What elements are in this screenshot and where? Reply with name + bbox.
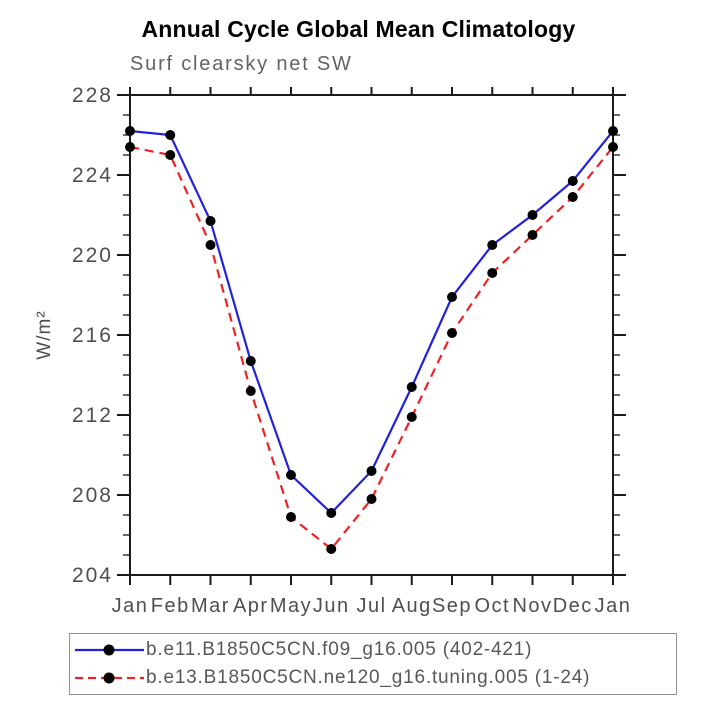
svg-text:Jan: Jan bbox=[595, 595, 632, 617]
chart-subtitle: Surf clearsky net SW bbox=[130, 53, 353, 75]
legend-item: b.e11.B1850C5CN.f09_g16.005 (402-421) bbox=[73, 637, 676, 663]
svg-text:212: 212 bbox=[72, 404, 113, 427]
svg-text:208: 208 bbox=[72, 484, 113, 507]
legend-box: b.e11.B1850C5CN.f09_g16.005 (402-421) b.… bbox=[69, 633, 677, 695]
svg-text:May: May bbox=[270, 595, 312, 617]
svg-text:Apr: Apr bbox=[233, 595, 269, 617]
svg-text:Dec: Dec bbox=[553, 595, 593, 617]
svg-text:Oct: Oct bbox=[474, 595, 510, 617]
svg-text:Aug: Aug bbox=[392, 595, 432, 617]
svg-text:204: 204 bbox=[72, 564, 113, 587]
svg-text:Jul: Jul bbox=[356, 595, 386, 617]
svg-text:Sep: Sep bbox=[432, 595, 472, 617]
y-axis-label: W/m² bbox=[34, 310, 55, 359]
svg-text:Feb: Feb bbox=[151, 595, 190, 617]
legend-line-sample-solid bbox=[75, 644, 144, 656]
legend-item: b.e13.B1850C5CN.ne120_g16.tuning.005 (1-… bbox=[73, 665, 676, 691]
svg-text:Jan: Jan bbox=[112, 595, 149, 617]
svg-text:Jun: Jun bbox=[313, 595, 350, 617]
svg-text:Mar: Mar bbox=[191, 595, 230, 617]
svg-text:Nov: Nov bbox=[512, 595, 552, 617]
svg-text:220: 220 bbox=[72, 244, 113, 267]
svg-text:224: 224 bbox=[72, 164, 113, 187]
legend-label: b.e13.B1850C5CN.ne120_g16.tuning.005 (1-… bbox=[146, 667, 591, 689]
legend-line-sample-dashed bbox=[75, 672, 144, 684]
svg-text:216: 216 bbox=[72, 324, 113, 347]
legend-label: b.e11.B1850C5CN.f09_g16.005 (402-421) bbox=[146, 638, 533, 660]
svg-text:228: 228 bbox=[72, 84, 113, 107]
chart-title: Annual Cycle Global Mean Climatology bbox=[141, 16, 576, 42]
